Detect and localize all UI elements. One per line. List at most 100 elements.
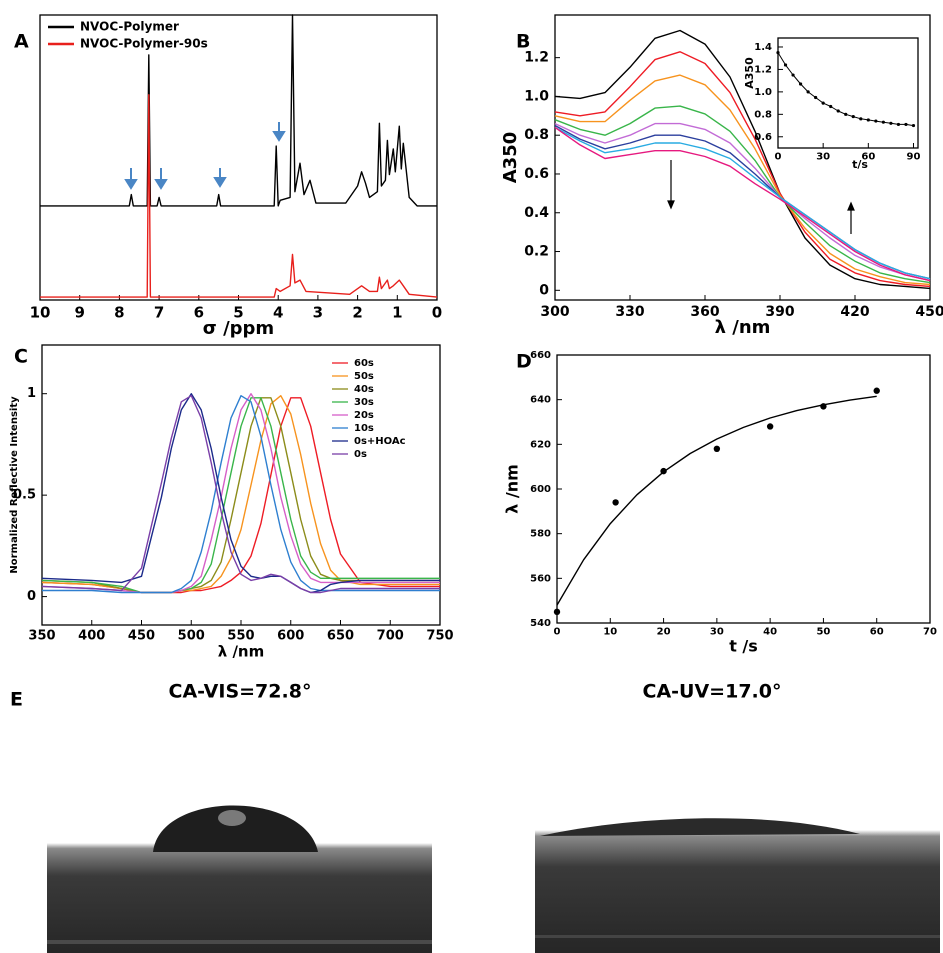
legend-label: 10s [354, 423, 374, 434]
x-tick-label: 6 [194, 303, 204, 321]
data-point [791, 73, 795, 77]
x-tick-label: 330 [615, 304, 644, 320]
y-tick-label: 640 [530, 395, 551, 406]
legend-label: 30s [354, 397, 374, 408]
y-tick-label: 600 [530, 484, 551, 495]
legend-label: 0s+HOAc [354, 436, 406, 447]
x-tick-label: 400 [78, 629, 105, 644]
series-line [41, 393, 440, 594]
x-tick-label: 420 [840, 304, 869, 320]
y-tick-label: 580 [530, 529, 551, 540]
data-point [844, 112, 848, 116]
panel-label: B [516, 31, 530, 53]
legend-label: 0s [354, 449, 367, 460]
x-tick-label: 0 [432, 303, 442, 321]
x-tick-label: 5 [233, 303, 243, 321]
x-axis-label: σ /ppm [203, 318, 274, 339]
data-point [866, 118, 870, 122]
data-point [814, 95, 818, 100]
panel-label: C [14, 346, 28, 368]
annotation-arrows [124, 122, 286, 190]
x-tick-label: 60 [870, 627, 884, 638]
panel-label: A [14, 31, 29, 53]
y-tick-label: 0.5 [13, 488, 36, 503]
y-tick-label: 1 [27, 386, 36, 401]
series-line [40, 94, 438, 298]
x-tick-label: 0 [554, 627, 561, 638]
data-point [776, 50, 780, 55]
panel-label: D [516, 351, 532, 373]
x-axis-label: λ /nm [715, 317, 771, 338]
series-line [554, 122, 931, 282]
y-axis-label: A350 [500, 132, 521, 184]
data-point [553, 608, 561, 616]
x-tick-label: 550 [227, 629, 254, 644]
y-tick-label: 1.4 [754, 42, 772, 53]
x-tick-label: 8 [114, 303, 124, 321]
data-point [612, 499, 619, 506]
legend-label: NVOC-Polymer [80, 20, 179, 34]
data-point [889, 121, 893, 125]
x-tick-label: 0 [775, 152, 782, 163]
data-point [836, 109, 840, 113]
x-tick-label: 450 [128, 629, 155, 644]
y-tick-label: 0.6 [754, 132, 772, 143]
legend-label: 40s [354, 384, 374, 395]
x-tick-label: 7 [154, 303, 164, 321]
x-tick-label: 360 [690, 304, 719, 320]
data-point [873, 387, 880, 394]
y-tick-label: 0.6 [524, 166, 549, 182]
data-point [904, 122, 908, 127]
x-tick-label: 10 [30, 303, 51, 321]
plot-frame [777, 37, 919, 149]
data-point [881, 120, 885, 124]
data-point [806, 90, 810, 94]
x-tick-label: 50 [816, 627, 830, 638]
data-point [851, 114, 855, 119]
series-line [554, 74, 931, 286]
photo-title: CA-UV=17.0° [643, 681, 782, 703]
photo-title: CA-VIS=72.8° [169, 681, 312, 703]
data-point [798, 82, 803, 86]
y-tick-label: 1.0 [754, 87, 772, 98]
x-tick-label: 4 [273, 303, 283, 321]
x-tick-label: 750 [426, 629, 453, 644]
x-tick-label: 20 [657, 627, 671, 638]
x-tick-label: 600 [277, 629, 304, 644]
y-tick-label: 620 [530, 439, 551, 450]
series-line [554, 126, 931, 280]
data-point [874, 119, 878, 123]
x-tick-label: 3 [313, 303, 323, 321]
x-tick-label: 60 [861, 152, 875, 163]
legend-label: 20s [354, 410, 374, 421]
y-tick-label: 0 [27, 589, 36, 604]
series-line [41, 397, 440, 594]
y-tick-label: 660 [530, 350, 551, 361]
trend-arrows [667, 160, 855, 234]
y-axis-label: Normalized Reflective Intensity [9, 396, 20, 574]
y-axis-label: A350 [743, 57, 756, 89]
y-tick-label: 0.8 [754, 109, 772, 120]
series-line [554, 126, 931, 282]
x-tick-label: 350 [28, 629, 55, 644]
x-tick-label: 650 [327, 629, 354, 644]
x-tick-label: 450 [915, 304, 943, 320]
x-axis-label: t/s [852, 158, 868, 171]
data-point [911, 123, 916, 128]
legend-label: 60s [354, 358, 374, 369]
y-tick-label: 1.2 [524, 50, 549, 66]
x-tick-label: 390 [765, 304, 794, 320]
x-tick-label: 10 [603, 627, 617, 638]
x-tick-label: 40 [763, 627, 777, 638]
legend-label: 50s [354, 371, 374, 382]
x-tick-label: 9 [74, 303, 84, 321]
x-axis-label: λ /nm [218, 643, 265, 661]
data-point [829, 104, 833, 109]
data-point [713, 445, 721, 452]
series-line [41, 395, 440, 594]
plot-frame [554, 14, 931, 301]
x-tick-label: 300 [540, 304, 569, 320]
x-tick-label: 90 [907, 152, 921, 163]
x-tick-label: 30 [816, 152, 830, 163]
x-tick-label: 70 [923, 627, 937, 638]
